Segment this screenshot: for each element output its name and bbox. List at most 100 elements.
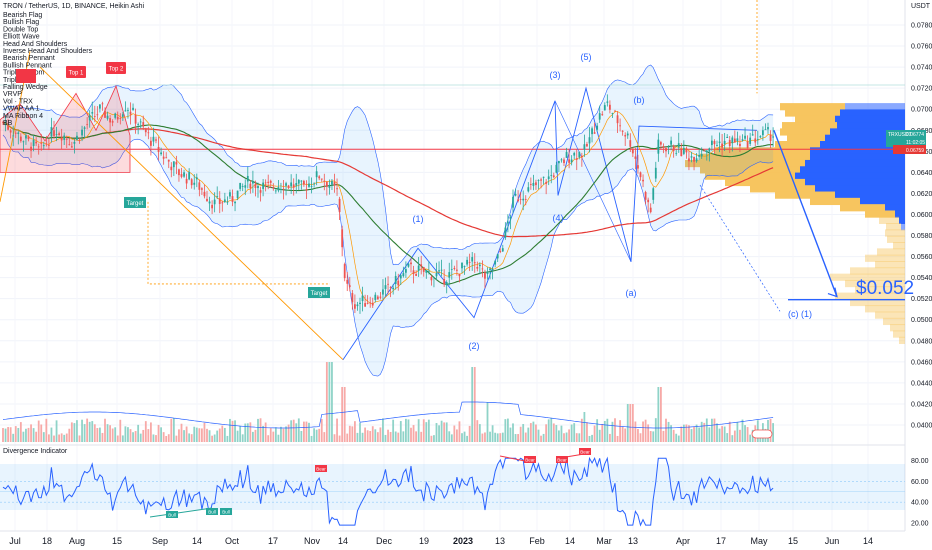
time-tick: Apr xyxy=(676,536,690,546)
candle-body xyxy=(542,176,545,178)
candle-body xyxy=(73,141,76,144)
candle-body xyxy=(379,296,382,298)
vrvp-up xyxy=(835,292,905,300)
candle-body xyxy=(438,270,440,272)
candle-body xyxy=(619,125,621,127)
time-axis[interactable]: Jul 18 Aug 15 Sep 14 Oct 17 Nov 14 Dec 19 2023 13 Feb 1… xyxy=(9,536,873,546)
time-tick: Nov xyxy=(304,536,321,546)
candle-body xyxy=(603,105,606,111)
candle-body xyxy=(512,196,514,208)
volume-bar xyxy=(86,418,89,442)
candle-body xyxy=(685,148,688,153)
volume-bar xyxy=(535,424,537,442)
volume-bar xyxy=(639,433,642,442)
candle-body xyxy=(211,204,213,209)
candle-body xyxy=(626,133,629,136)
candle-body xyxy=(736,138,739,142)
volume-bar xyxy=(494,432,497,442)
volume-bar xyxy=(695,424,698,442)
volume-bar xyxy=(445,422,448,442)
volume-bar xyxy=(631,404,634,442)
volume-bar xyxy=(596,419,599,442)
candle-body xyxy=(580,155,583,157)
countdown: 11:02:05 xyxy=(906,140,925,146)
volume-bar xyxy=(144,421,147,442)
volume-bar xyxy=(728,421,731,442)
candle-body xyxy=(463,266,466,267)
legend-item: VRVP xyxy=(3,91,22,98)
vrvp-down xyxy=(810,147,905,155)
candle-body xyxy=(649,207,652,213)
candle-body xyxy=(27,136,30,140)
candle-body xyxy=(731,137,734,144)
candle-body xyxy=(529,184,532,185)
candle-body xyxy=(218,198,221,204)
candle-body xyxy=(667,146,670,148)
candle-body xyxy=(195,177,198,180)
volume-bar xyxy=(42,432,45,442)
candle-body xyxy=(478,264,481,267)
volume-bar xyxy=(667,421,670,442)
candle-body xyxy=(527,187,530,192)
volume-bar xyxy=(63,434,66,442)
volume-bar xyxy=(134,431,137,442)
projection-line xyxy=(773,130,838,297)
legend-item: Head And Shoulders xyxy=(3,41,68,48)
candle-body xyxy=(519,199,522,200)
vrvp-down xyxy=(840,109,905,117)
candle-body xyxy=(198,182,201,190)
candle-body xyxy=(644,191,647,200)
volume-bar xyxy=(662,430,665,442)
candle-body xyxy=(308,183,310,187)
candle-body xyxy=(7,125,9,130)
bear-label: Bear xyxy=(557,458,567,463)
candle-body xyxy=(621,130,624,132)
volume-bar xyxy=(478,424,481,442)
vrvp-down xyxy=(835,115,905,123)
volume-bar xyxy=(341,387,344,442)
volume-bar xyxy=(188,433,191,442)
volume-bar xyxy=(139,433,142,442)
candle-body xyxy=(705,150,708,153)
volume-bar xyxy=(157,424,160,442)
candle-body xyxy=(63,135,66,140)
volume-bar xyxy=(127,427,129,442)
vrvp-up xyxy=(785,109,840,117)
ma-mid xyxy=(2,121,774,285)
candle-body xyxy=(254,183,257,189)
candle-body xyxy=(267,181,270,183)
volume-bar xyxy=(387,429,389,442)
volume-bar xyxy=(180,423,183,442)
vrvp-down xyxy=(800,166,905,174)
candle-body xyxy=(124,110,127,112)
candle-body xyxy=(152,136,155,142)
volume-bar xyxy=(501,432,504,442)
candle-body xyxy=(384,285,387,289)
volume-bar xyxy=(647,424,650,442)
bull-divergence-line xyxy=(149,507,213,518)
candle-body xyxy=(167,159,170,162)
volume-bar xyxy=(573,423,576,442)
volume-bar xyxy=(443,422,446,442)
candle-body xyxy=(680,149,683,157)
candle-body xyxy=(129,111,132,115)
volume-bar xyxy=(591,434,593,442)
candle-body xyxy=(193,182,196,185)
volume-bar xyxy=(178,429,180,442)
candle-body xyxy=(657,139,660,154)
price-axis[interactable]: 0.078000.076000.074000.072000.070000.068… xyxy=(911,23,932,430)
volume-bar xyxy=(331,362,333,442)
candle-body xyxy=(601,114,604,116)
volume-bar xyxy=(320,418,323,442)
candle-body xyxy=(394,275,397,284)
candle-body xyxy=(509,216,512,219)
volume-bar xyxy=(746,427,749,442)
volume-bar xyxy=(721,426,723,442)
volume-bar xyxy=(129,429,132,442)
candle-body xyxy=(535,182,537,186)
volume-bar xyxy=(448,431,451,442)
volume-bar xyxy=(718,428,721,442)
bb-upper xyxy=(2,64,774,266)
